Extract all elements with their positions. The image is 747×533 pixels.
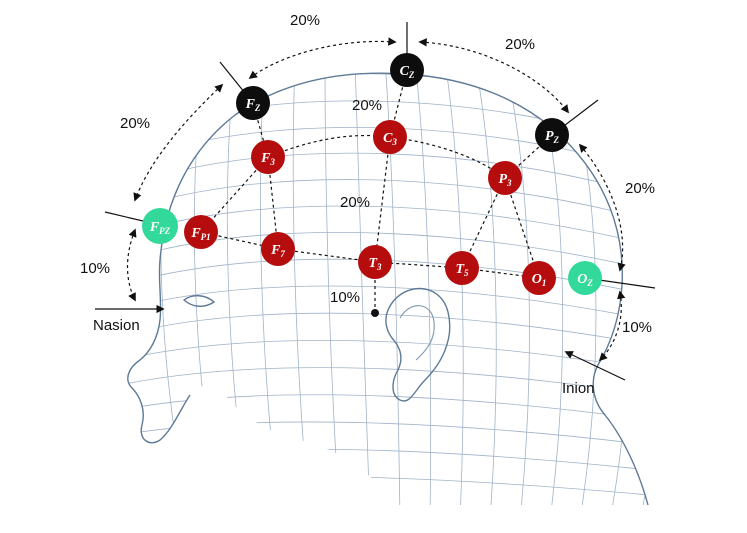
ear-outline — [385, 287, 451, 402]
svg-text:F7: F7 — [270, 243, 285, 259]
electrode-subscript: Z — [553, 135, 560, 145]
electrode-disc — [373, 120, 407, 154]
electrode-f3: F3 — [251, 140, 285, 174]
electrode-letter: C — [400, 64, 410, 79]
electrode-letter: F — [270, 243, 281, 258]
inion-arrow — [564, 351, 626, 381]
electrode-subscript: Z — [254, 103, 261, 113]
svg-text:O1: O1 — [532, 272, 547, 288]
electrode-subscript: P1 — [201, 232, 211, 242]
pct-top-right: 20% — [505, 36, 535, 53]
electrode-letter: F — [149, 220, 160, 235]
pointer-lines — [95, 22, 656, 381]
arc-pz-oz — [578, 143, 626, 272]
electrode-subscript: Z — [586, 278, 593, 288]
pct-center-upper: 20% — [352, 97, 382, 114]
electrode-t3: T3 — [358, 245, 392, 279]
eye-outline — [182, 295, 216, 307]
arc-fpz-fz — [133, 83, 224, 202]
electrode-o1: O1 — [522, 261, 556, 295]
electrode-fpz: FPZ — [142, 208, 178, 244]
electrode-letter: P — [498, 172, 507, 187]
pct-right-upper: 20% — [625, 180, 655, 197]
svg-text:FPZ: FPZ — [149, 220, 171, 236]
head-mesh — [127, 72, 649, 506]
electrode-subscript: 3 — [376, 262, 382, 272]
electrode-letter: T — [368, 256, 378, 271]
electrode-subscript: 7 — [280, 249, 285, 259]
electrode-disc — [358, 245, 392, 279]
svg-text:P3: P3 — [498, 172, 512, 188]
electrode-letter: T — [455, 262, 465, 277]
arc-cz-pz — [418, 38, 570, 114]
pct-back-lower: 10% — [622, 319, 652, 336]
svg-text:FP1: FP1 — [190, 226, 210, 242]
electrode-disc — [488, 161, 522, 195]
svg-text:C3: C3 — [383, 131, 397, 147]
electrode-letter: F — [260, 151, 271, 166]
electrode-subscript: 3 — [506, 178, 512, 188]
pct-top-left: 20% — [290, 12, 320, 29]
electrode-disc — [568, 261, 602, 295]
electrode-subscript: 5 — [464, 268, 469, 278]
electrode-disc — [261, 232, 295, 266]
electrode-oz: OZ — [568, 261, 602, 295]
electrode-fz: FZ — [236, 86, 270, 120]
ear-inner — [399, 305, 435, 361]
arc-oz-inion — [598, 290, 626, 362]
electrode-letter: F — [190, 226, 201, 241]
electrode-disc — [236, 86, 270, 120]
svg-text:T3: T3 — [368, 256, 382, 272]
electrode-letter: O — [532, 272, 542, 287]
svg-text:OZ: OZ — [577, 272, 593, 288]
electrode-subscript: 3 — [391, 137, 397, 147]
nasion-label: Nasion — [93, 317, 140, 334]
electrode-disc — [184, 215, 218, 249]
electrode-disc — [390, 53, 424, 87]
pct-temporal: 10% — [330, 289, 360, 306]
electrode-subscript: 1 — [542, 278, 547, 288]
pct-left-upper: 20% — [120, 115, 150, 132]
electrode-p3: P3 — [488, 161, 522, 195]
electrode-f7: F7 — [261, 232, 295, 266]
electrode-letter: C — [383, 131, 393, 146]
electrode-subscript: 3 — [269, 157, 275, 167]
electrodes: FZ CZ PZ FPZ OZ FP1 F3 C3 — [142, 53, 602, 295]
electrode-letter: P — [545, 129, 554, 144]
electrode-letter: F — [245, 97, 256, 112]
electrode-subscript: Z — [408, 70, 415, 80]
electrode-disc — [522, 261, 556, 295]
pct-front-lower: 10% — [80, 260, 110, 277]
preauricular-point — [371, 309, 379, 317]
pct-center-lower: 20% — [340, 194, 370, 211]
svg-text:F3: F3 — [260, 151, 275, 167]
electrode-subscript: PZ — [159, 226, 170, 236]
electrode-fp1: FP1 — [184, 215, 218, 249]
electrode-disc — [445, 251, 479, 285]
electrode-letter: O — [577, 272, 587, 287]
svg-text:PZ: PZ — [545, 129, 560, 145]
svg-text:CZ: CZ — [400, 64, 415, 80]
arc-nasion-fpz — [126, 228, 137, 302]
electrode-disc — [251, 140, 285, 174]
electrode-c3: C3 — [373, 120, 407, 154]
inion-label: Inion — [562, 380, 595, 397]
arc-fz-cz — [248, 37, 397, 80]
measurement-arcs — [126, 37, 626, 362]
electrode-pz: PZ — [535, 118, 569, 152]
svg-text:T5: T5 — [455, 262, 469, 278]
electrode-disc — [535, 118, 569, 152]
electrode-cz: CZ — [390, 53, 424, 87]
electrode-t5: T5 — [445, 251, 479, 285]
electrode-disc — [142, 208, 178, 244]
percentage-labels: 20% 20% 20% 20% 20% 20% 10% 10% 10% — [80, 12, 655, 336]
svg-text:FZ: FZ — [245, 97, 261, 113]
